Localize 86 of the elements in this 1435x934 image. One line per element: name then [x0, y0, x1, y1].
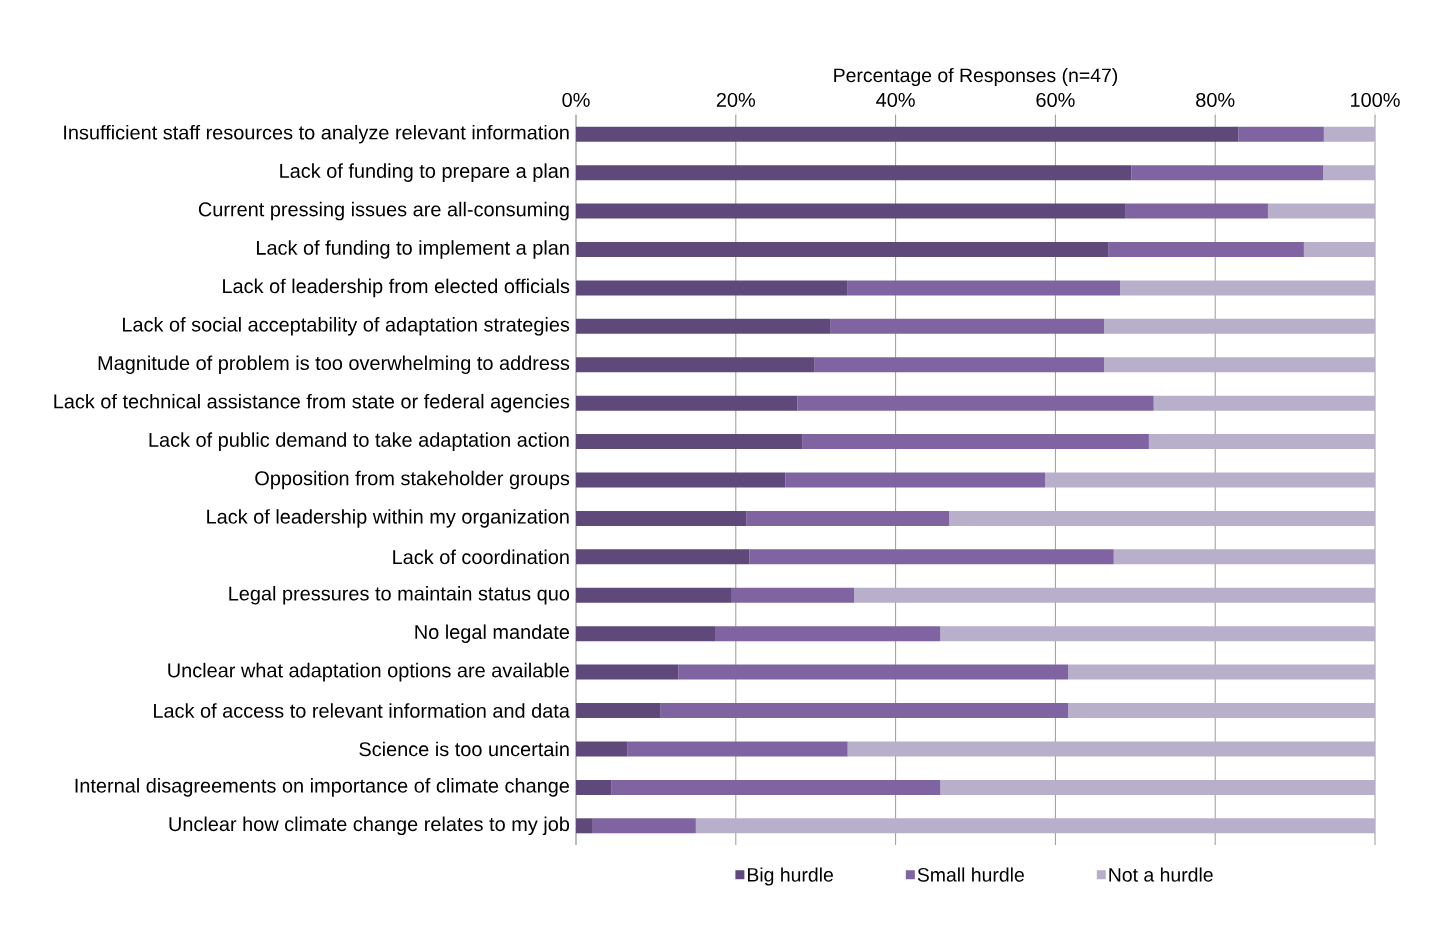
bar: [1323, 165, 1376, 181]
bar: [576, 395, 798, 411]
bar: [678, 664, 1069, 680]
bar: [576, 357, 815, 373]
bar: [576, 472, 786, 488]
bar: [1148, 434, 1376, 450]
bar: [576, 241, 1109, 257]
bar: [592, 818, 696, 834]
y-tick-label: No legal mandate: [415, 624, 570, 643]
bar: [660, 703, 1069, 719]
x-axis-title: Percentage of Responses (n=47): [834, 67, 1118, 87]
bar: [1113, 549, 1376, 565]
bar: [576, 318, 831, 334]
bar: [576, 126, 1239, 142]
bar: [1303, 241, 1376, 257]
bar: [576, 280, 848, 296]
x-tick-label: 60%: [1036, 92, 1075, 107]
y-tick-label: Lack of access to relevant information and data: [154, 703, 570, 718]
bar: [1104, 318, 1376, 334]
bar: [785, 472, 1046, 488]
bar: [1153, 395, 1376, 411]
bar: [576, 587, 732, 603]
y-tick-label: Lack of leadership from elected officials: [223, 278, 570, 298]
bar: [1045, 472, 1376, 488]
bar: [576, 434, 803, 450]
bar: [854, 587, 1376, 603]
bar: [1238, 126, 1324, 142]
y-tick-label: Lack of funding to prepare a plan: [280, 163, 569, 182]
x-tick-label: 20%: [716, 92, 756, 107]
x-tick-label: 100%: [1351, 92, 1400, 107]
y-tick-label: Unclear how climate change relates to my job: [169, 816, 570, 836]
bar: [847, 280, 1121, 296]
y-tick-label: Opposition from stakeholder groups: [255, 470, 570, 490]
x-tick-label: 80%: [1196, 92, 1235, 107]
bar: [576, 626, 716, 642]
bar: [576, 549, 750, 565]
bar: [749, 549, 1114, 565]
y-tick-label: Lack of funding to implement a plan: [257, 240, 569, 259]
bar: [1125, 203, 1268, 219]
bar: [940, 626, 1376, 642]
bar: [814, 357, 1105, 373]
bar: [576, 703, 661, 719]
y-tick-label: Science is too uncertain: [359, 741, 569, 757]
y-tick-label: Internal disagreements on importance of climate change: [75, 778, 570, 797]
y-tick-label: Lack of technical assistance from state or federal agencies: [54, 393, 570, 413]
bar: [731, 587, 855, 603]
bar: [1068, 703, 1376, 719]
bar: [746, 510, 950, 526]
bar: [802, 434, 1149, 450]
bar: [940, 779, 1376, 795]
bar: [576, 510, 747, 526]
bar: [715, 626, 941, 642]
bar: [695, 818, 1376, 834]
y-tick-label: Insufficient staff resources to analyze relevant information: [64, 124, 569, 144]
y-tick-label: Lack of leadership within my organization: [207, 509, 569, 528]
bar: [576, 779, 612, 795]
x-tick-label: 40%: [876, 92, 915, 107]
bar: [1131, 165, 1324, 181]
y-tick-label: Unclear what adaptation options are available: [168, 662, 569, 682]
bar: [576, 818, 593, 834]
y-tick-label: Legal pressures to maintain status quo: [229, 585, 570, 605]
bar: [576, 165, 1132, 181]
y-tick-label: Current pressing issues are all-consuming: [198, 201, 569, 221]
y-tick-label: Lack of social acceptability of adaptation strategies: [123, 317, 570, 336]
bar: [576, 741, 628, 757]
x-tick-label: 0%: [562, 92, 590, 107]
bar: [797, 395, 1154, 411]
bar: [1120, 280, 1376, 296]
y-tick-label: Lack of public demand to take adaptation action: [149, 432, 569, 451]
bar: [847, 741, 1376, 757]
bar: [1267, 203, 1376, 219]
bar: [611, 779, 941, 795]
bar: [1108, 241, 1304, 257]
bar: [949, 510, 1376, 526]
bar: [576, 203, 1126, 219]
y-tick-label: Lack of coordination: [393, 549, 569, 565]
bar: [1104, 357, 1376, 373]
bar: [830, 318, 1105, 334]
bar: [1068, 664, 1376, 680]
legend-label: Not a hurdle: [1109, 867, 1213, 882]
legend-label: Small hurdle: [917, 867, 1024, 882]
y-tick-label: Magnitude of problem is too overwhelming to address: [98, 355, 570, 375]
legend-label: Big hurdle: [747, 867, 833, 886]
bar: [627, 741, 848, 757]
bar: [576, 664, 679, 680]
bar: [1323, 126, 1376, 142]
